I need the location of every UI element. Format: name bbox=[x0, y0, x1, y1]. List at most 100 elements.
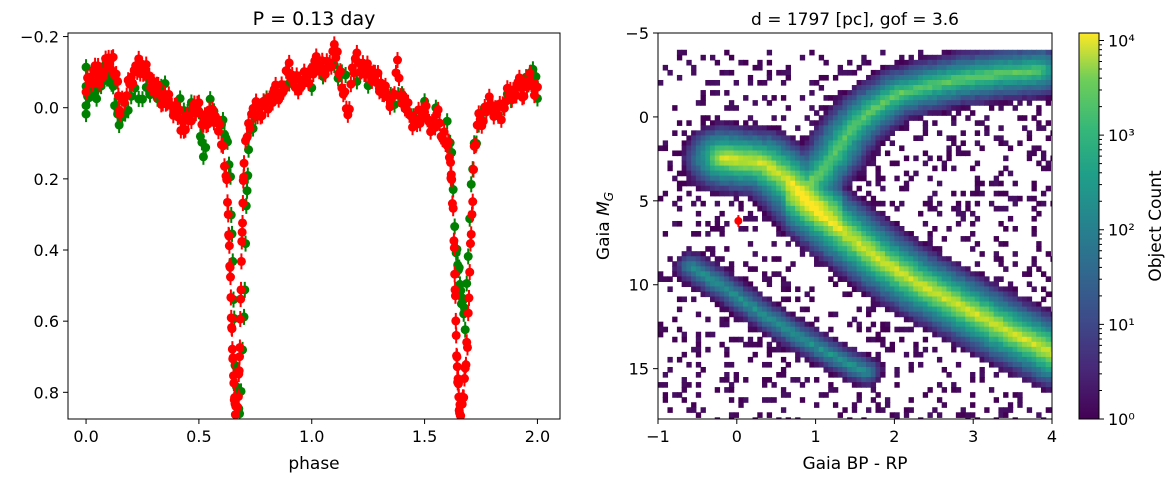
cmd-y-tick-label: 5 bbox=[639, 192, 649, 211]
cmd-density-cell bbox=[870, 110, 877, 116]
cmd-density-cell bbox=[1017, 356, 1023, 363]
cmd-density-cell bbox=[1050, 361, 1052, 368]
cmd-density-cell bbox=[903, 110, 910, 116]
cmd-density-cell bbox=[856, 321, 862, 328]
cmd-density-cell bbox=[672, 392, 678, 398]
cmd-density-cell bbox=[998, 190, 1004, 197]
cmd-density-cell bbox=[1036, 326, 1042, 333]
cmd-density-cell bbox=[1040, 356, 1047, 363]
cmd-density-cell bbox=[719, 281, 725, 288]
cmd-density-cell bbox=[894, 256, 900, 262]
cmd-density-cell bbox=[681, 387, 687, 393]
cmd-density-cell bbox=[922, 95, 929, 101]
light-curve-point bbox=[463, 251, 473, 261]
cmd-density-cell bbox=[728, 301, 735, 308]
cmd-density-cell bbox=[1036, 69, 1042, 76]
cmd-density-cell bbox=[832, 220, 839, 227]
cmd-density-cell bbox=[875, 377, 881, 383]
cmd-density-cell bbox=[809, 155, 815, 162]
cmd-density-cell bbox=[1012, 321, 1018, 328]
cmd-density-cell bbox=[837, 145, 843, 152]
cmd-density-cell bbox=[1026, 296, 1033, 303]
cmd-density-cell bbox=[837, 120, 843, 126]
cmd-density-cell bbox=[851, 105, 858, 111]
cmd-density-cell bbox=[998, 407, 1004, 413]
cmd-density-cell bbox=[832, 135, 839, 142]
cmd-density-cell bbox=[1007, 49, 1014, 56]
cmd-density-cell bbox=[766, 145, 773, 152]
cmd-density-cell bbox=[903, 59, 910, 66]
light-curve-point bbox=[222, 197, 232, 207]
cmd-density-cell bbox=[809, 175, 815, 182]
cmd-density-cell bbox=[695, 220, 702, 227]
cmd-density-cell bbox=[747, 165, 754, 172]
cmd-density-cell bbox=[686, 170, 692, 177]
cmd-density-cell bbox=[851, 372, 858, 378]
cmd-density-cell bbox=[979, 251, 985, 257]
cmd-density-cell bbox=[993, 90, 1000, 96]
cmd-density-cell bbox=[828, 231, 834, 237]
cmd-density-cell bbox=[1036, 266, 1042, 272]
cmd-density-cell bbox=[870, 271, 877, 277]
cmd-density-cell bbox=[955, 85, 962, 91]
cmd-density-cell bbox=[903, 407, 910, 413]
cmd-density-cell bbox=[710, 246, 716, 252]
cmd-density-cell bbox=[899, 256, 905, 262]
cmd-density-cell bbox=[818, 105, 825, 111]
cmd-density-cell bbox=[1036, 351, 1042, 358]
cmd-density-cell bbox=[1022, 351, 1028, 358]
cmd-density-cell bbox=[922, 336, 929, 343]
light-curve-point bbox=[446, 157, 456, 167]
cmd-density-cell bbox=[988, 64, 995, 71]
light-curve-point bbox=[465, 267, 475, 277]
cmd-density-cell bbox=[1012, 341, 1018, 348]
cmd-density-cell bbox=[880, 85, 886, 91]
colorbar-tick-label: 10¹ bbox=[1108, 315, 1135, 334]
cmd-density-cell bbox=[828, 236, 834, 242]
cmd-density-cell bbox=[913, 64, 919, 71]
cmd-density-cell bbox=[700, 130, 706, 136]
cmd-density-cell bbox=[785, 155, 791, 162]
cmd-density-cell bbox=[832, 205, 839, 212]
cmd-density-cell bbox=[970, 331, 976, 338]
cmd-density-cell bbox=[918, 271, 924, 277]
cmd-density-cell bbox=[847, 145, 853, 152]
cmd-density-cell bbox=[776, 155, 782, 162]
cmd-density-cell bbox=[1040, 351, 1047, 358]
cmd-density-cell bbox=[974, 346, 981, 353]
cmd-density-cell bbox=[795, 185, 801, 192]
cmd-density-cell bbox=[776, 220, 782, 227]
cmd-density-cell bbox=[837, 246, 843, 252]
cmd-density-cell bbox=[738, 397, 744, 403]
cmd-density-cell bbox=[861, 150, 867, 157]
cmd-density-cell bbox=[771, 190, 777, 197]
cmd-density-cell bbox=[747, 175, 754, 182]
cmd-density-cell bbox=[762, 200, 768, 207]
cmd-density-cell bbox=[861, 261, 867, 267]
cmd-density-cell bbox=[960, 271, 966, 277]
light-curve-point bbox=[222, 175, 232, 185]
cmd-density-cell bbox=[814, 170, 820, 177]
cmd-density-cell bbox=[672, 271, 678, 277]
cmd-density-cell bbox=[747, 215, 754, 222]
cmd-density-cell bbox=[955, 145, 962, 152]
cmd-density-cell bbox=[932, 95, 938, 101]
cmd-density-cell bbox=[856, 382, 862, 388]
light-curve-points bbox=[81, 36, 542, 419]
cmd-density-cell bbox=[766, 74, 773, 81]
cmd-density-cell bbox=[705, 135, 711, 142]
cmd-density-cell bbox=[955, 326, 962, 333]
cmd-density-cell bbox=[1026, 266, 1033, 272]
cmd-density-cell bbox=[714, 226, 721, 232]
cmd-density-cell bbox=[766, 311, 773, 318]
cmd-density-cell bbox=[866, 226, 872, 232]
cmd-density-cell bbox=[856, 246, 862, 252]
cmd-density-cell bbox=[974, 79, 981, 86]
cmd-density-cell bbox=[828, 160, 834, 167]
cmd-density-cell bbox=[974, 316, 981, 323]
cmd-density-cell bbox=[922, 241, 929, 247]
cmd-density-cell bbox=[1022, 316, 1028, 323]
cmd-density-cell bbox=[875, 281, 881, 288]
cmd-density-cell bbox=[1036, 85, 1042, 91]
cmd-density-cell bbox=[951, 316, 957, 323]
